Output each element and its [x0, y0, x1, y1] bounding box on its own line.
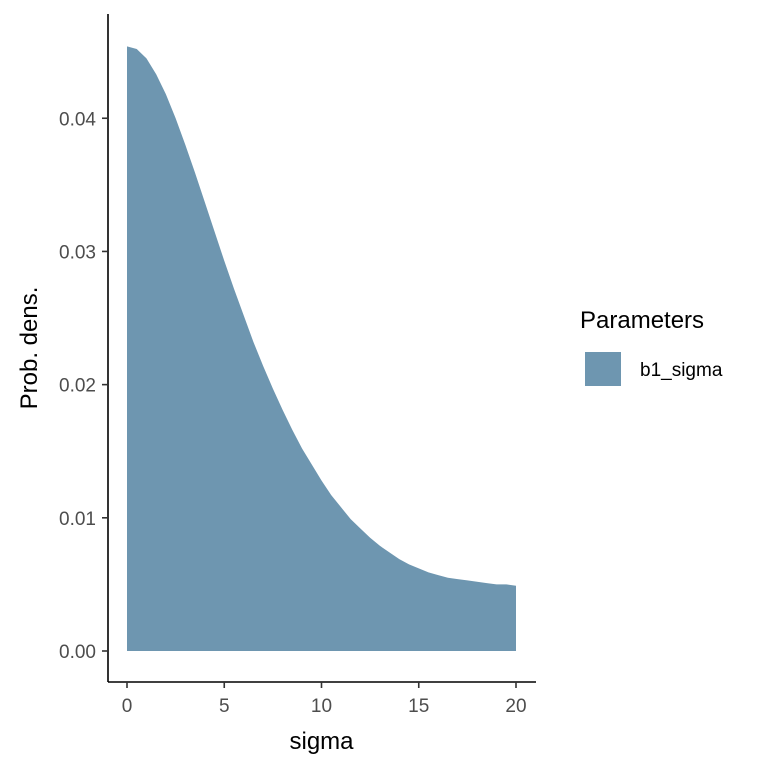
x-tick-label: 15 [408, 696, 429, 717]
legend-key [585, 352, 621, 386]
legend-title: Parameters [580, 307, 704, 334]
y-tick-label: 0.04 [59, 109, 96, 130]
x-axis-ticks: 0 5 10 15 20 [122, 682, 527, 717]
legend: Parameters b1_sigma [580, 307, 723, 386]
density-area-b1_sigma [127, 46, 516, 651]
y-axis-ticks: 0.00 0.01 0.02 0.03 0.04 [59, 109, 108, 663]
y-tick-label: 0.00 [59, 642, 96, 663]
x-tick-label: 0 [122, 696, 133, 717]
y-tick-label: 0.03 [59, 242, 96, 263]
x-tick-label: 20 [505, 696, 526, 717]
x-tick-label: 5 [219, 696, 230, 717]
y-tick-label: 0.02 [59, 376, 96, 397]
y-axis-title: Prob. dens. [16, 287, 43, 410]
legend-label: b1_sigma [640, 360, 723, 381]
y-tick-label: 0.01 [59, 509, 96, 530]
x-axis-title: sigma [289, 728, 354, 755]
plot-area [127, 46, 516, 651]
legend-entries: b1_sigma [585, 352, 723, 386]
x-tick-label: 10 [311, 696, 332, 717]
